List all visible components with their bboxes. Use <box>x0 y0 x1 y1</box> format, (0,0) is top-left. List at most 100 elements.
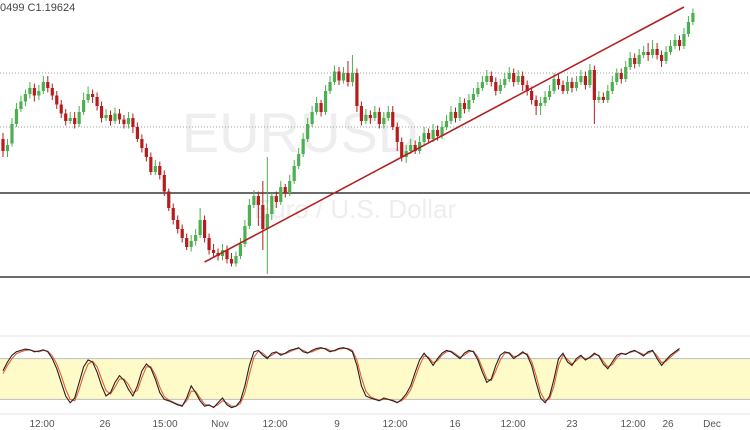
candle-body <box>68 118 72 121</box>
candle-body <box>203 220 207 238</box>
candle-body <box>642 52 646 55</box>
candle-body <box>261 205 265 229</box>
candle-body <box>252 196 256 205</box>
candle-body <box>310 112 314 124</box>
candle-body <box>46 82 50 88</box>
candle-body <box>552 79 556 91</box>
candle <box>547 85 552 100</box>
candle-body <box>180 229 184 238</box>
x-tick-label: 12:00 <box>382 419 407 430</box>
candle-body <box>471 94 475 100</box>
candle <box>171 203 175 225</box>
candle-body <box>185 238 189 247</box>
candle-body <box>135 127 139 139</box>
candle-body <box>50 88 54 96</box>
candle-body <box>601 97 605 100</box>
candle-body <box>489 76 493 82</box>
candle-body <box>194 235 198 241</box>
candle-body <box>565 82 570 91</box>
x-tick-label: 26 <box>662 419 674 430</box>
candle <box>55 91 59 109</box>
horizontal-levels <box>0 72 750 278</box>
candle-body <box>113 113 117 121</box>
candle-body <box>91 94 95 97</box>
candle <box>149 152 153 175</box>
candle-body <box>337 71 341 81</box>
candle-body <box>673 40 677 46</box>
candle <box>185 233 189 250</box>
candle-body <box>77 112 81 124</box>
candle <box>198 208 202 238</box>
candle <box>346 61 350 87</box>
trendline[interactable] <box>204 6 685 263</box>
x-tick-label: Nov <box>211 419 229 430</box>
watermark: EURUSD Euro / U.S. Dollar <box>182 101 457 224</box>
candle <box>73 112 77 129</box>
candle-body <box>225 250 229 259</box>
candle-body <box>400 142 404 157</box>
candle-body <box>64 113 68 121</box>
candle-body <box>167 191 171 208</box>
candle <box>59 100 63 118</box>
candle-body <box>498 85 502 91</box>
candle <box>453 107 458 123</box>
candle <box>108 110 113 126</box>
candle <box>315 97 319 115</box>
candles <box>1 8 695 274</box>
candle-body <box>171 208 175 220</box>
candle <box>556 74 561 90</box>
candle <box>252 190 256 208</box>
candle-body <box>198 220 202 235</box>
candle-body <box>628 58 632 67</box>
candle <box>1 133 5 157</box>
candle-body <box>319 103 323 112</box>
candle-body <box>341 73 346 81</box>
candle-body <box>561 85 565 91</box>
candle-body <box>229 259 234 264</box>
candle <box>243 220 247 247</box>
candle <box>642 46 646 58</box>
candle-body <box>265 214 269 229</box>
candle <box>50 83 54 100</box>
stochastic-panel <box>0 335 750 409</box>
candle-body <box>664 52 668 61</box>
candle <box>458 97 462 121</box>
candle <box>10 118 14 147</box>
candle <box>489 71 493 87</box>
candle-body <box>444 121 449 127</box>
candle-body <box>386 112 390 118</box>
candle-body <box>189 241 193 247</box>
candle <box>444 115 449 130</box>
candle <box>368 110 372 124</box>
candle-body <box>5 145 10 151</box>
candle <box>337 67 341 85</box>
candle <box>422 127 426 145</box>
x-tick-label: 12:00 <box>500 419 525 430</box>
candle <box>153 160 157 175</box>
candle <box>494 77 498 96</box>
candle-body <box>583 76 587 85</box>
candle-body <box>624 67 628 79</box>
candle <box>131 113 135 133</box>
candle <box>588 64 592 88</box>
candle-body <box>588 70 592 85</box>
candle-body <box>539 103 543 106</box>
candle <box>189 235 193 252</box>
candle <box>86 86 90 103</box>
candle-body <box>570 82 574 88</box>
candle <box>32 83 36 102</box>
candle-body <box>1 139 5 151</box>
candle <box>373 106 377 121</box>
candle <box>135 122 139 142</box>
candle <box>28 82 32 99</box>
candle <box>543 91 547 106</box>
candle <box>583 71 587 90</box>
candle <box>207 233 211 255</box>
candle-body <box>283 187 287 193</box>
candle-body <box>297 154 301 166</box>
candle <box>180 224 184 243</box>
candle-body <box>153 166 157 172</box>
candle-body <box>651 49 655 55</box>
candle <box>113 107 117 124</box>
